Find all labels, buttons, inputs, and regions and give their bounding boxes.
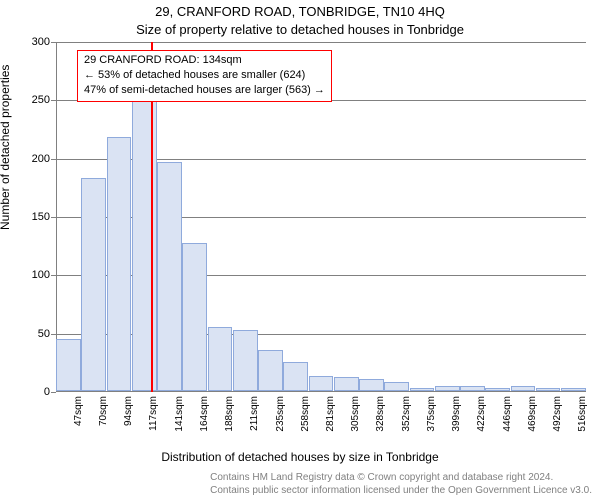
x-tick-label: 164sqm	[199, 396, 210, 432]
y-tick-mark	[51, 159, 56, 160]
histogram-bar	[435, 386, 460, 391]
histogram-bar	[561, 388, 586, 392]
x-axis-line	[56, 391, 586, 392]
annotation-box: 29 CRANFORD ROAD: 134sqm← 53% of detache…	[77, 50, 332, 102]
x-tick-label: 399sqm	[451, 396, 462, 432]
histogram-bar	[511, 386, 536, 391]
annotation-line2: ← 53% of detached houses are smaller (62…	[84, 68, 325, 83]
footer-attribution: Contains HM Land Registry data © Crown c…	[210, 471, 592, 497]
annotation-line3: 47% of semi-detached houses are larger (…	[84, 83, 325, 98]
x-tick-label: 516sqm	[577, 396, 588, 432]
y-tick-label: 0	[44, 386, 50, 398]
histogram-bar	[384, 382, 409, 391]
x-tick-label: 446sqm	[502, 396, 513, 432]
page-title-line2: Size of property relative to detached ho…	[0, 22, 600, 37]
y-tick-mark	[51, 217, 56, 218]
histogram-bar	[132, 96, 157, 391]
y-tick-mark	[51, 392, 56, 393]
x-tick-label: 281sqm	[325, 396, 336, 432]
histogram-bar	[56, 339, 81, 392]
y-tick-label: 200	[32, 153, 50, 165]
histogram-bar	[309, 376, 334, 391]
histogram-bar	[258, 350, 283, 391]
histogram-bar	[208, 327, 233, 391]
y-tick-label: 300	[32, 36, 50, 48]
y-tick-label: 50	[38, 328, 50, 340]
annotation-line1: 29 CRANFORD ROAD: 134sqm	[84, 53, 325, 68]
x-tick-label: 469sqm	[527, 396, 538, 432]
histogram-bar	[81, 178, 106, 392]
histogram-bar	[410, 388, 435, 392]
x-tick-label: 352sqm	[401, 396, 412, 432]
y-tick-mark	[51, 100, 56, 101]
x-tick-label: 47sqm	[73, 396, 84, 426]
chart-plot-area: 05010015020025030047sqm70sqm94sqm117sqm1…	[56, 42, 586, 392]
x-tick-label: 328sqm	[375, 396, 386, 432]
y-tick-mark	[51, 42, 56, 43]
histogram-bar	[233, 330, 258, 391]
histogram-bar	[107, 137, 132, 391]
histogram-bar	[485, 388, 510, 392]
grid-line	[56, 42, 586, 43]
x-tick-label: 94sqm	[123, 396, 134, 426]
x-tick-label: 117sqm	[148, 396, 159, 431]
histogram-bar	[536, 388, 561, 392]
x-tick-label: 492sqm	[552, 396, 563, 432]
histogram-bar	[157, 162, 182, 391]
x-tick-label: 211sqm	[249, 396, 260, 431]
histogram-bar	[460, 386, 485, 391]
x-tick-label: 70sqm	[98, 396, 109, 426]
y-tick-label: 100	[32, 269, 50, 281]
x-tick-label: 375sqm	[426, 396, 437, 432]
footer-line1: Contains HM Land Registry data © Crown c…	[210, 471, 592, 484]
x-tick-label: 258sqm	[300, 396, 311, 432]
y-tick-label: 250	[32, 94, 50, 106]
histogram-bar	[283, 362, 308, 391]
x-tick-label: 422sqm	[476, 396, 487, 432]
footer-line2: Contains public sector information licen…	[210, 484, 592, 497]
histogram-bar	[182, 243, 207, 391]
x-tick-label: 305sqm	[350, 396, 361, 432]
y-tick-label: 150	[32, 211, 50, 223]
page-title-line1: 29, CRANFORD ROAD, TONBRIDGE, TN10 4HQ	[0, 4, 600, 19]
x-tick-label: 188sqm	[224, 396, 235, 432]
histogram-bar	[334, 377, 359, 391]
x-tick-label: 141sqm	[174, 396, 185, 432]
y-axis-label: Number of detached properties	[0, 65, 12, 230]
y-tick-mark	[51, 275, 56, 276]
y-tick-mark	[51, 334, 56, 335]
x-tick-label: 235sqm	[275, 396, 286, 432]
histogram-bar	[359, 379, 384, 391]
x-axis-label: Distribution of detached houses by size …	[0, 450, 600, 464]
